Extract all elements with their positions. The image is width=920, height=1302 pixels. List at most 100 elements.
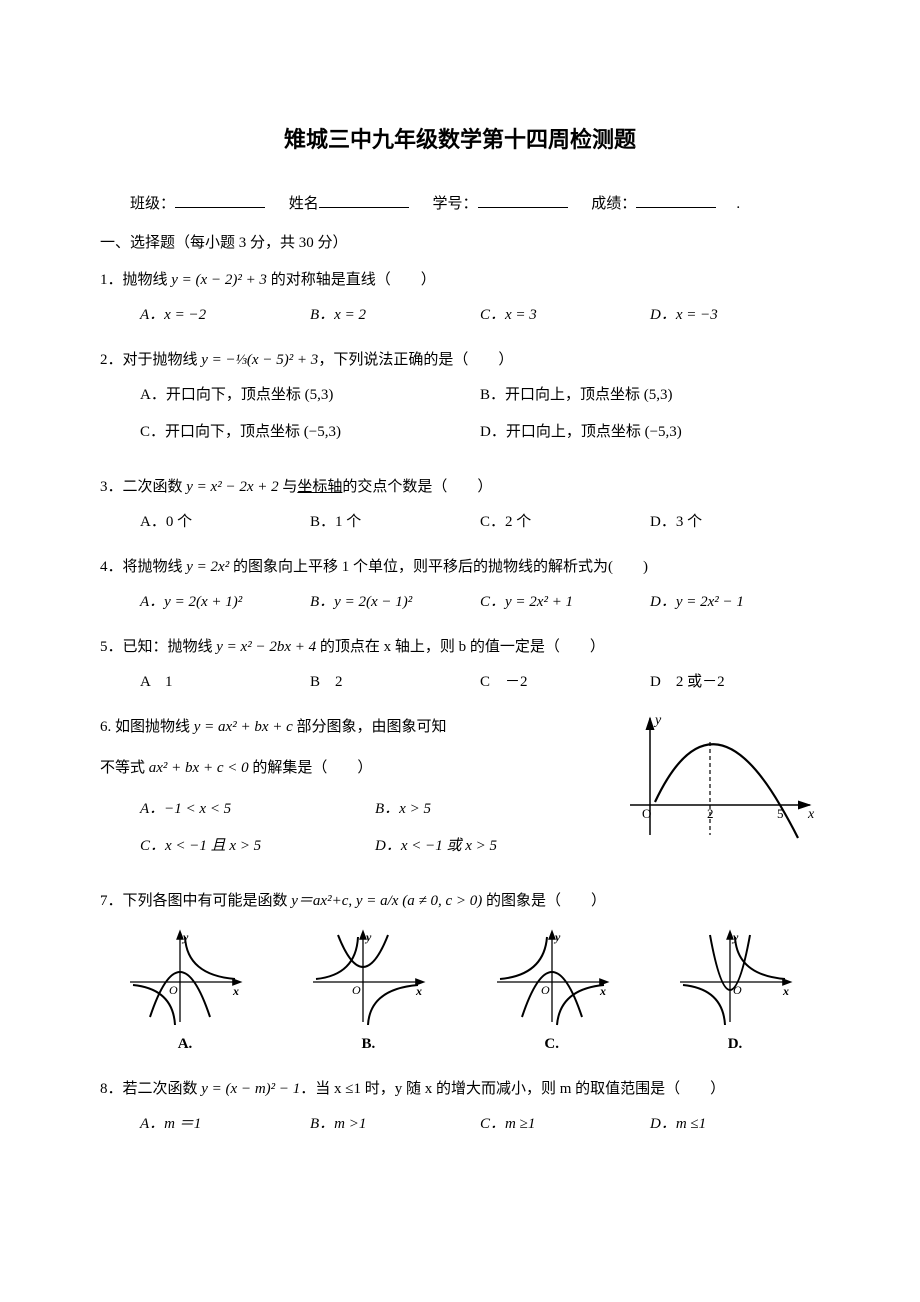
q2-stem: 2．对于抛物线 y = −⅓(x − 5)² + 3，下列说法正确的是（ ） [100, 347, 820, 374]
q5-stem: 5．已知：抛物线 y = x² − 2bx + 4 的顶点在 x 轴上，则 b … [100, 634, 820, 661]
q5-opt-b[interactable]: B 2 [310, 669, 480, 696]
question-3: 3．二次函数 y = x² − 2x + 2 与坐标轴的交点个数是（ ） A．0… [100, 474, 820, 536]
q6-opt-a[interactable]: A．−1 < x < 5 [140, 796, 375, 823]
q8-formula: y = (x − m)² − 1 [201, 1081, 300, 1097]
q8-stem: 8．若二次函数 y = (x − m)² − 1．当 x ≤1 时，y 随 x … [100, 1076, 820, 1103]
score-blank[interactable] [636, 190, 716, 208]
q1-opt-b[interactable]: B．x = 2 [310, 302, 480, 329]
q7c-o: O [541, 983, 550, 997]
q7c-y: y [553, 930, 561, 944]
q6-line1: 6. 如图抛物线 y = ax² + bx + c 部分图象，由图象可知 [100, 714, 610, 741]
q8-opt-d[interactable]: D．m ≤1 [650, 1111, 820, 1138]
question-7: 7．下列各图中有可能是函数 y＝ax²+c, y = a/x (a ≠ 0, c… [100, 888, 820, 1058]
q6-tick-5: 5 [777, 806, 784, 821]
header-fields: 班级： 姓名 学号： 成绩：. [100, 190, 820, 218]
q7-graph-a[interactable]: y x O A. [110, 927, 260, 1058]
q1-opt-d[interactable]: D．x = −3 [650, 302, 820, 329]
q6-options: A．−1 < x < 5 B．x > 5 C．x < −1 且 x > 5 D．… [100, 796, 610, 870]
q4-opt-d[interactable]: D．y = 2x² − 1 [650, 589, 820, 616]
q1-stem-a: 1．抛物线 [100, 272, 171, 288]
q4-stem-b: 的图象向上平移 1 个单位，则平移后的抛物线的解析式为( ) [229, 559, 648, 575]
q8-options: A．m ＝1 B．m >1 C．m ≥1 D．m ≤1 [100, 1111, 820, 1138]
score-label: 成绩： [591, 196, 636, 212]
q2-options: A．开口向下，顶点坐标 (5,3) B．开口向上，顶点坐标 (5,3) C．开口… [100, 382, 820, 456]
q2-opt-b[interactable]: B．开口向上，顶点坐标 (5,3) [480, 382, 820, 409]
q3-opt-a[interactable]: A．0 个 [140, 509, 310, 536]
q6-l1-b: 部分图象，由图象可知 [293, 719, 447, 735]
q7-graphs: y x O A. y x O B. [100, 927, 820, 1058]
q3-stem-b: 与 [279, 479, 298, 495]
q7a-o: O [169, 983, 178, 997]
q5-formula: y = x² − 2bx + 4 [216, 639, 316, 655]
q7b-y: y [364, 930, 372, 944]
question-1: 1．抛物线 y = (x − 2)² + 3 的对称轴是直线（ ） A．x = … [100, 267, 820, 329]
q6-opt-c[interactable]: C．x < −1 且 x > 5 [140, 833, 375, 860]
q1-stem: 1．抛物线 y = (x − 2)² + 3 的对称轴是直线（ ） [100, 267, 820, 294]
q7-letter-c: C. [477, 1031, 627, 1058]
name-label: 姓名 [289, 196, 319, 212]
q7-letter-d: D. [660, 1031, 810, 1058]
q7-graph-c[interactable]: y x O C. [477, 927, 627, 1058]
q7-f1: y＝ax²+c [291, 893, 348, 909]
q6-l1-f: y = ax² + bx + c [194, 719, 293, 735]
id-label: 学号： [433, 196, 478, 212]
q8-opt-a[interactable]: A．m ＝1 [140, 1111, 310, 1138]
q3-stem-a: 3．二次函数 [100, 479, 186, 495]
q5-opt-a[interactable]: A 1 [140, 669, 310, 696]
q7b-o: O [352, 983, 361, 997]
q7a-x: x [232, 984, 239, 998]
q2-opt-c[interactable]: C．开口向下，顶点坐标 (−5,3) [140, 419, 480, 446]
q6-tick-2: 2 [707, 806, 714, 821]
q7-stem-a: 7．下列各图中有可能是函数 [100, 893, 291, 909]
page-title: 雉城三中九年级数学第十四周检测题 [100, 120, 820, 160]
question-4: 4．将抛物线 y = 2x² 的图象向上平移 1 个单位，则平移后的抛物线的解析… [100, 554, 820, 616]
q3-options: A．0 个 B．1 个 C．2 个 D．3 个 [100, 509, 820, 536]
q3-opt-c[interactable]: C．2 个 [480, 509, 650, 536]
q8-opt-c[interactable]: C．m ≥1 [480, 1111, 650, 1138]
q1-opt-a[interactable]: A．x = −2 [140, 302, 310, 329]
class-blank[interactable] [175, 190, 265, 208]
q6-x-label: x [807, 807, 815, 822]
q2-opt-a[interactable]: A．开口向下，顶点坐标 (5,3) [140, 382, 480, 409]
q8-stem-a: 8．若二次函数 [100, 1081, 201, 1097]
question-6: 6. 如图抛物线 y = ax² + bx + c 部分图象，由图象可知 不等式… [100, 714, 820, 870]
q7-f2: y = a/x (a ≠ 0, c > 0) [356, 893, 482, 909]
q3-opt-d[interactable]: D．3 个 [650, 509, 820, 536]
q6-l2-b: 的解集是（ ） [249, 760, 373, 776]
id-blank[interactable] [478, 190, 568, 208]
q7c-x: x [599, 984, 606, 998]
q7-graph-d[interactable]: y x O D. [660, 927, 810, 1058]
class-label: 班级： [130, 196, 175, 212]
q4-stem-a: 4．将抛物线 [100, 559, 186, 575]
q8-opt-b[interactable]: B．m >1 [310, 1111, 480, 1138]
q4-opt-a[interactable]: A．y = 2(x + 1)² [140, 589, 310, 616]
q2-opt-d[interactable]: D．开口向上，顶点坐标 (−5,3) [480, 419, 820, 446]
q4-options: A．y = 2(x + 1)² B．y = 2(x − 1)² C．y = 2x… [100, 589, 820, 616]
q6-origin-label: O [642, 806, 651, 821]
q4-opt-b[interactable]: B．y = 2(x − 1)² [310, 589, 480, 616]
q4-opt-c[interactable]: C．y = 2x² + 1 [480, 589, 650, 616]
question-2: 2．对于抛物线 y = −⅓(x − 5)² + 3，下列说法正确的是（ ） A… [100, 347, 820, 456]
q6-y-label: y [653, 713, 662, 728]
question-8: 8．若二次函数 y = (x − m)² − 1．当 x ≤1 时，y 随 x … [100, 1076, 820, 1138]
section-1-heading: 一、选择题（每小题 3 分，共 30 分） [100, 230, 820, 257]
q5-opt-c[interactable]: C －2 [480, 669, 650, 696]
q6-opt-b[interactable]: B．x > 5 [375, 796, 610, 823]
q6-line2: 不等式 ax² + bx + c < 0 的解集是（ ） [100, 755, 610, 782]
q3-formula: y = x² − 2x + 2 [186, 479, 278, 495]
q2-formula: y = −⅓(x − 5)² + 3 [201, 352, 318, 368]
q6-diagram: O 2 5 y x [620, 710, 820, 850]
q3-underlined: 坐标轴 [297, 479, 342, 495]
name-blank[interactable] [319, 190, 409, 208]
q7-stem-b: 的图象是（ ） [482, 893, 606, 909]
q1-opt-c[interactable]: C．x = 3 [480, 302, 650, 329]
q5-opt-d[interactable]: D 2 或－2 [650, 669, 820, 696]
q1-formula: y = (x − 2)² + 3 [171, 272, 267, 288]
q7-graph-b[interactable]: y x O B. [293, 927, 443, 1058]
q3-opt-b[interactable]: B．1 个 [310, 509, 480, 536]
q1-options: A．x = −2 B．x = 2 C．x = 3 D．x = −3 [100, 302, 820, 329]
q1-stem-b: 的对称轴是直线（ ） [267, 272, 436, 288]
q7d-y: y [731, 930, 739, 944]
q6-l2-f: ax² + bx + c < 0 [149, 760, 249, 776]
q6-opt-d[interactable]: D．x < −1 或 x > 5 [375, 833, 610, 860]
